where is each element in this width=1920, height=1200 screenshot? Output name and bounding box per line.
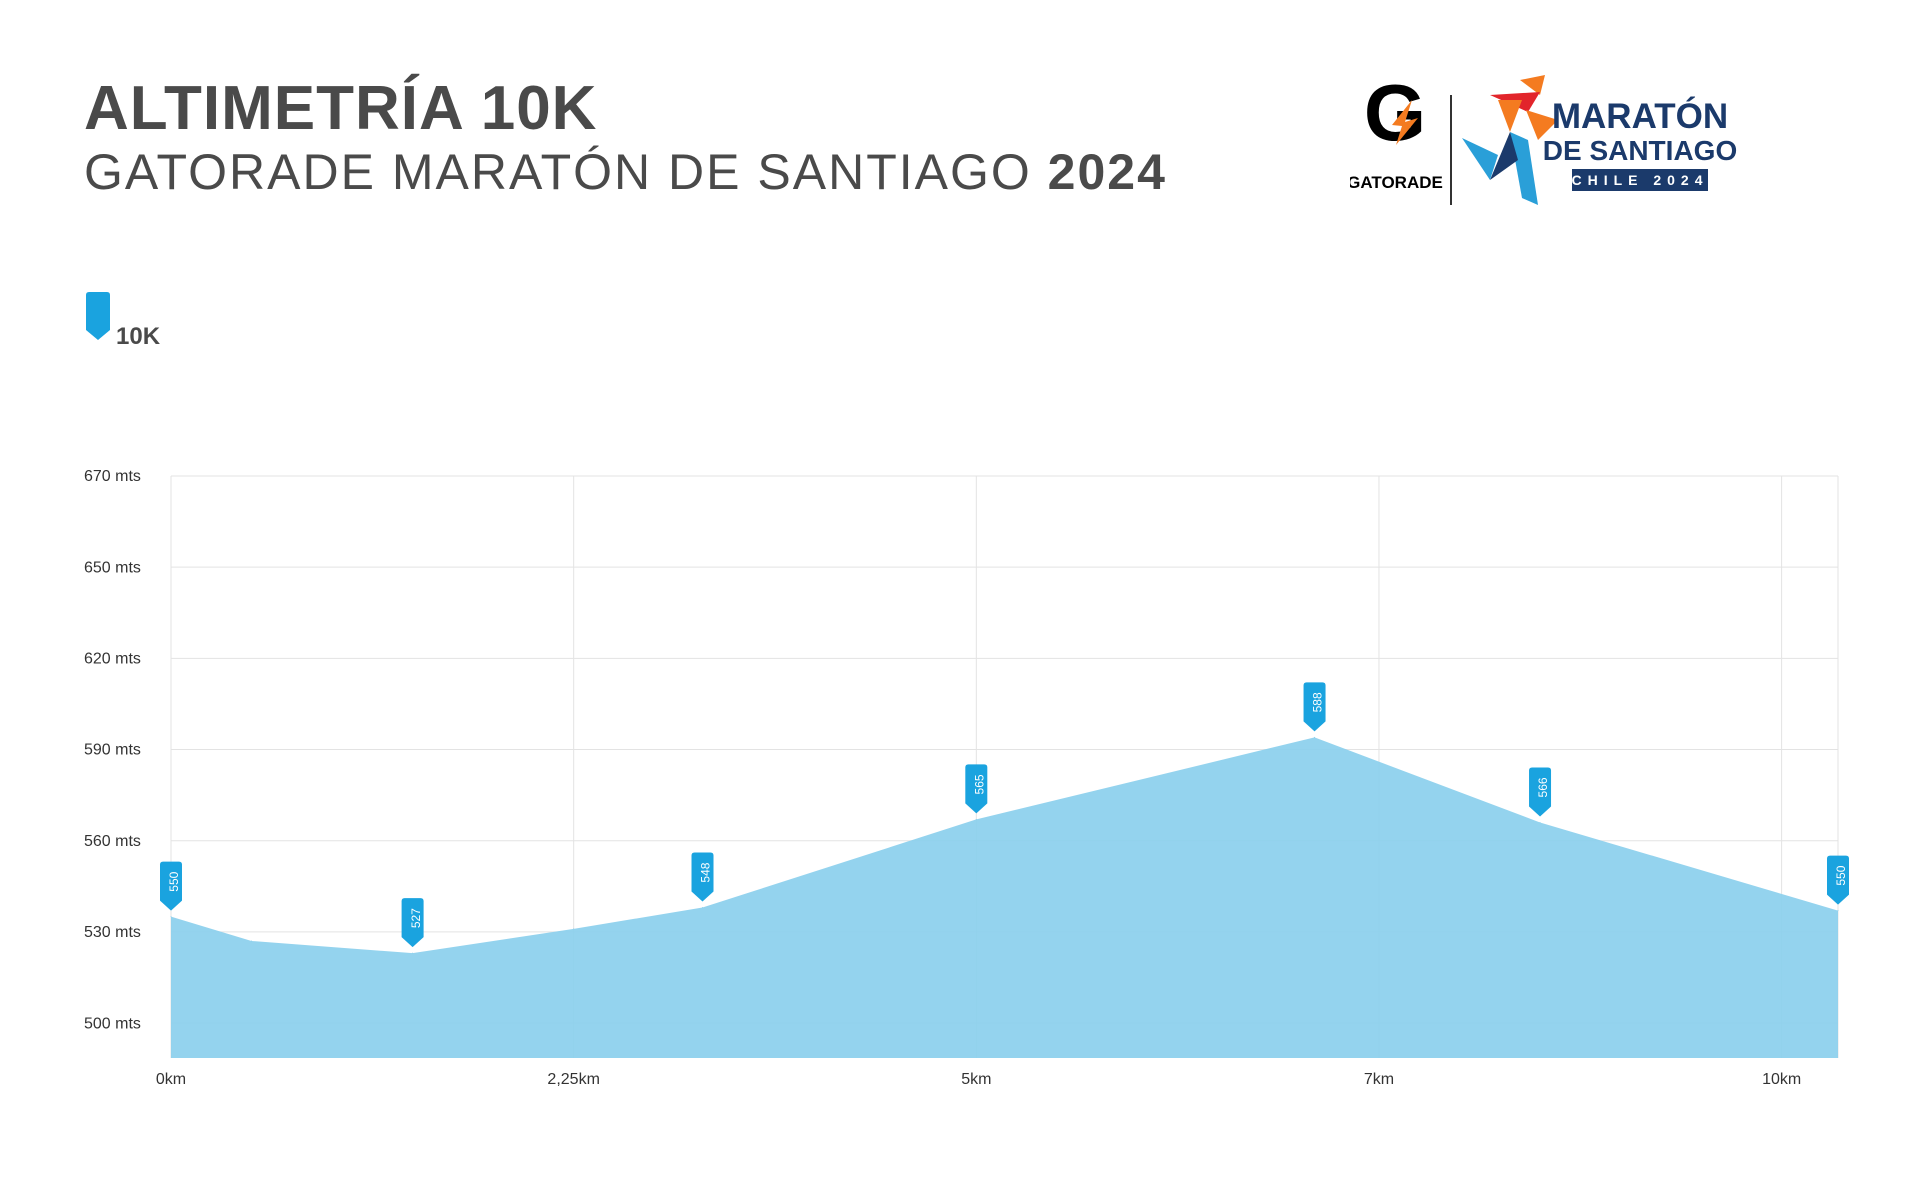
elevation-point bbox=[170, 916, 172, 918]
y-tick-label: 560 mts bbox=[84, 833, 141, 850]
legend-marker-icon bbox=[86, 292, 110, 340]
legend-label: 10K bbox=[116, 323, 161, 350]
elevation-point bbox=[975, 818, 977, 820]
maraton-line3: CHILE 2024 bbox=[1571, 172, 1708, 188]
y-tick-label: 650 mts bbox=[84, 559, 141, 576]
marker-label: 565 bbox=[972, 774, 986, 794]
y-tick-label: 530 mts bbox=[84, 924, 141, 941]
marker-label: 527 bbox=[409, 908, 423, 928]
marker-pin-icon bbox=[1827, 855, 1849, 905]
elevation-marker: 527 bbox=[401, 898, 424, 948]
x-tick-label: 5km bbox=[961, 1071, 991, 1088]
logos-svg: G GATORADE MARATÓN DE SANTIAGO CHILE 202… bbox=[1347, 68, 1737, 205]
subtitle-year: 2024 bbox=[1047, 144, 1167, 200]
elevation-point bbox=[251, 940, 253, 942]
x-tick-label: 2,25km bbox=[547, 1071, 599, 1088]
y-tick-label: 500 mts bbox=[84, 1015, 141, 1032]
x-tick-label: 7km bbox=[1364, 1071, 1394, 1088]
runner-shape-navy bbox=[1490, 132, 1518, 180]
marker-label: 566 bbox=[1536, 777, 1550, 797]
marker-label: 550 bbox=[1834, 865, 1848, 885]
elevation-marker: 550 bbox=[160, 861, 182, 911]
gatorade-bolt-icon bbox=[1392, 100, 1418, 145]
marker-label: 550 bbox=[167, 871, 181, 891]
runner-shape-orange bbox=[1520, 75, 1545, 95]
marker-pin-icon bbox=[965, 764, 988, 814]
marker-pin-icon bbox=[160, 861, 182, 911]
gatorade-g-icon: G bbox=[1364, 70, 1426, 157]
maraton-line1: MARATÓN bbox=[1552, 96, 1728, 136]
y-tick-label: 670 mts bbox=[84, 468, 141, 485]
marker-pin-icon bbox=[1529, 767, 1552, 817]
elevation-marker: 566 bbox=[1529, 767, 1552, 817]
elevation-point bbox=[1539, 821, 1541, 823]
x-tick-label: 10km bbox=[1762, 1071, 1801, 1088]
gatorade-logo: G GATORADE bbox=[1347, 68, 1443, 192]
runner-shape-orange-3 bbox=[1526, 110, 1558, 140]
marker-layer: 550 527 548 565 588 566 550 bbox=[160, 682, 1849, 948]
runner-shape-blue-2 bbox=[1510, 132, 1538, 205]
y-tick-label: 590 mts bbox=[84, 742, 141, 759]
subtitle-main: GATORADE MARATÓN DE SANTIAGO bbox=[84, 144, 1048, 200]
x-tick-label: 0km bbox=[156, 1071, 186, 1088]
chart-title: ALTIMETRÍA 10K bbox=[84, 74, 598, 143]
runner-shape-orange-2 bbox=[1498, 100, 1522, 132]
maraton-band bbox=[1572, 169, 1708, 191]
elevation-point bbox=[412, 952, 414, 954]
maraton-line2: DE SANTIAGO bbox=[1543, 135, 1737, 166]
elevation-area bbox=[171, 737, 1838, 1058]
elevation-point bbox=[1314, 736, 1316, 738]
elevation-marker: 588 bbox=[1303, 682, 1326, 732]
marker-pin-icon bbox=[1303, 682, 1326, 732]
marker-label: 548 bbox=[699, 862, 713, 882]
elevation-point bbox=[702, 907, 704, 909]
sponsor-logos: G GATORADE MARATÓN DE SANTIAGO CHILE 202… bbox=[1347, 68, 1840, 210]
gatorade-wordmark: GATORADE bbox=[1350, 173, 1443, 192]
chart-legend: 10K bbox=[84, 290, 284, 360]
y-tick-label: 620 mts bbox=[84, 651, 141, 668]
elevation-marker: 548 bbox=[691, 852, 714, 902]
maraton-logo: MARATÓN DE SANTIAGO CHILE 2024 bbox=[1462, 75, 1737, 205]
logo-divider bbox=[1450, 95, 1452, 205]
elevation-point bbox=[573, 928, 575, 930]
marker-label: 588 bbox=[1311, 692, 1325, 712]
marker-pin-icon bbox=[401, 898, 424, 948]
elevation-marker: 550 bbox=[1827, 855, 1849, 905]
y-axis-ticks: 500 mts 530 mts 560 mts 590 mts 620 mts 650 m… bbox=[84, 468, 141, 1032]
chart-subtitle: GATORADE MARATÓN DE SANTIAGO 2024 bbox=[84, 147, 1167, 197]
runner-shape-blue bbox=[1462, 138, 1498, 180]
elevation-marker: 565 bbox=[965, 764, 988, 814]
area-layer bbox=[170, 736, 1839, 1058]
x-axis-ticks: 0km 2,25km 5km 7km 10km bbox=[156, 1071, 1801, 1088]
elevation-point bbox=[1837, 910, 1839, 912]
marker-pin-icon bbox=[691, 852, 714, 902]
